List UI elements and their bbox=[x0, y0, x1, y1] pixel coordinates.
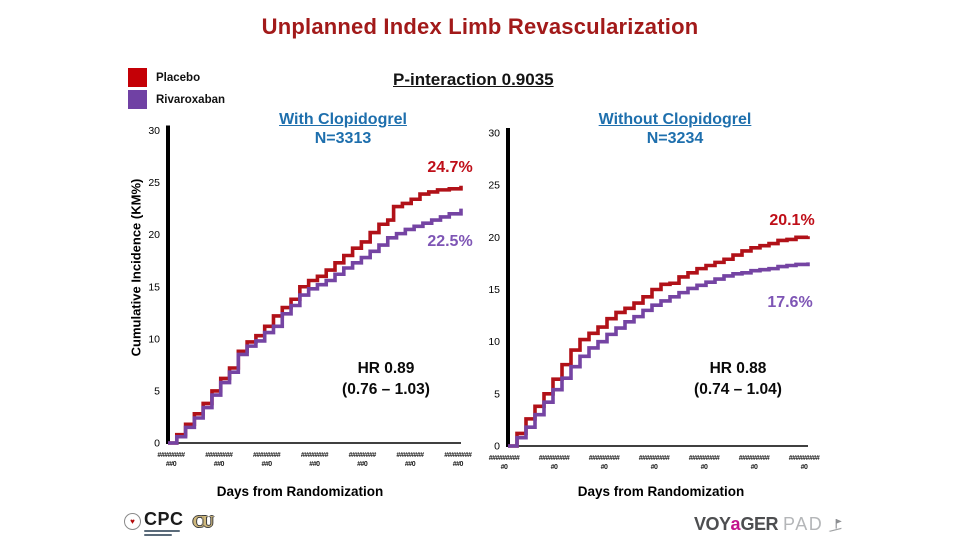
x-tick-label: ##########0 bbox=[348, 452, 377, 468]
cpc-wordmark-block: CPC bbox=[144, 509, 184, 536]
legend-item-rivaroxaban: Rivaroxaban bbox=[128, 90, 225, 109]
x-tick-label: ##########0 bbox=[157, 452, 185, 468]
x-tick-label: ##########0 bbox=[538, 455, 570, 471]
cu-logo: CU bbox=[192, 512, 214, 531]
x-tick-label: ##########0 bbox=[444, 452, 472, 468]
y-tick-label: 20 bbox=[488, 232, 500, 244]
chart-title-with-clopidogrel: With Clopidogrel bbox=[279, 111, 407, 128]
legend-label-placebo: Placebo bbox=[156, 71, 201, 84]
voyager-wordmark-voy: VOY bbox=[694, 514, 731, 534]
y-tick-label: 0 bbox=[494, 441, 500, 453]
x-tick-label: ##########0 bbox=[588, 455, 620, 471]
x-axis-label-left: Days from Randomization bbox=[216, 484, 384, 499]
y-tick-label: 20 bbox=[148, 229, 160, 241]
x-axis-label-right: Days from Randomization bbox=[577, 484, 745, 499]
placebo-endpoint-label-right: 20.1% bbox=[769, 212, 815, 229]
x-tick-label: ##########0 bbox=[638, 455, 670, 471]
hr-annotation-left: HR 0.89 (0.76 – 1.03) bbox=[296, 358, 476, 400]
heart-icon: ♥ bbox=[130, 516, 135, 526]
cpc-wordmark: CPC bbox=[144, 509, 184, 529]
y-axis-label: Cumulative Incidence (KM%) bbox=[128, 178, 144, 357]
y-tick-label: 30 bbox=[148, 125, 160, 137]
legend: Placebo Rivaroxaban bbox=[128, 68, 225, 112]
y-tick-label: 5 bbox=[154, 385, 160, 397]
x-tick-label: ##########0 bbox=[738, 455, 770, 471]
hr-ci-left: (0.76 – 1.03) bbox=[342, 381, 430, 398]
y-tick-label: 0 bbox=[154, 438, 160, 450]
chart-heading-with-clopidogrel: With Clopidogrel N=3313 bbox=[228, 110, 458, 148]
chart-heading-without-clopidogrel: Without Clopidogrel N=3234 bbox=[560, 110, 790, 148]
y-tick-label: 30 bbox=[488, 128, 500, 140]
hr-value-right: HR 0.88 bbox=[709, 360, 767, 377]
placebo-endpoint-label-left: 24.7% bbox=[427, 159, 473, 176]
rivaroxaban-curve bbox=[168, 208, 463, 445]
hr-value-left: HR 0.89 bbox=[357, 360, 415, 377]
voyager-wordmark-a: a bbox=[730, 514, 741, 534]
rivaroxaban-curve bbox=[508, 262, 810, 448]
voyager-pad-logo: VOY a GER PAD bbox=[694, 514, 843, 535]
y-tick-label: 15 bbox=[148, 281, 160, 293]
x-tick-label: ##########0 bbox=[788, 455, 820, 471]
cpc-logo: ♥ CPC CU bbox=[124, 509, 214, 536]
x-tick-label: ##########0 bbox=[488, 455, 520, 471]
y-tick-label: 25 bbox=[488, 180, 500, 192]
rivaroxaban-color-swatch bbox=[128, 90, 147, 109]
chart-n-with-clopidogrel: N=3313 bbox=[314, 130, 372, 147]
y-tick-label: 25 bbox=[148, 177, 160, 189]
hr-ci-right: (0.74 – 1.04) bbox=[694, 381, 782, 398]
x-tick-label: ##########0 bbox=[396, 452, 424, 468]
p-interaction-value: P-interaction 0.9035 bbox=[393, 70, 554, 89]
voyager-wordmark-ger: GER bbox=[740, 514, 779, 534]
x-tick-label: ##########0 bbox=[253, 452, 281, 468]
hr-annotation-right: HR 0.88 (0.74 – 1.04) bbox=[648, 358, 828, 400]
cpc-tagline-bar bbox=[144, 530, 180, 532]
y-tick-label: 10 bbox=[488, 336, 500, 348]
x-tick-label: ##########0 bbox=[205, 452, 233, 468]
rivaroxaban-endpoint-label-left: 22.5% bbox=[427, 233, 473, 250]
chart-title-without-clopidogrel: Without Clopidogrel bbox=[598, 111, 752, 128]
legend-label-rivaroxaban: Rivaroxaban bbox=[156, 93, 226, 106]
y-tick-label: 15 bbox=[488, 284, 500, 296]
x-tick-label: ##########0 bbox=[688, 455, 720, 471]
rivaroxaban-endpoint-label-right: 17.6% bbox=[767, 294, 813, 311]
slide-title: Unplanned Index Limb Revascularization bbox=[261, 14, 699, 39]
placebo-color-swatch bbox=[128, 68, 147, 87]
legend-item-placebo: Placebo bbox=[128, 68, 225, 87]
cpc-tagline-bar bbox=[144, 534, 172, 536]
x-tick-label: ##########0 bbox=[300, 452, 329, 468]
y-tick-label: 5 bbox=[494, 388, 500, 400]
cpc-emblem-icon: ♥ bbox=[124, 513, 141, 530]
voyager-flag-icon bbox=[828, 518, 843, 532]
chart-n-without-clopidogrel: N=3234 bbox=[646, 130, 704, 147]
y-tick-label: 10 bbox=[148, 333, 160, 345]
voyager-wordmark-pad: PAD bbox=[783, 514, 824, 534]
placebo-curve bbox=[508, 235, 810, 448]
